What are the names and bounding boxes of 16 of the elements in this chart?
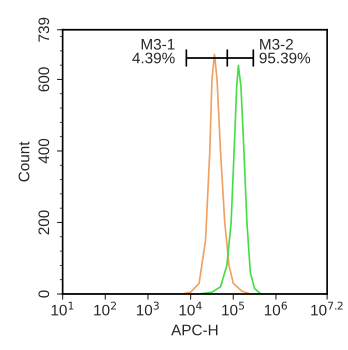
y-tick-label: 0 xyxy=(38,290,50,298)
x-tick-label: 10$^{4}$ xyxy=(180,302,202,316)
x-tick-label: 10$^{6}$ xyxy=(264,302,287,316)
y-tick-label: 600 xyxy=(38,67,50,92)
annotation: M3-2 95.39% xyxy=(260,38,310,64)
y-axis-title: Count xyxy=(18,142,30,182)
y-tick-label: 400 xyxy=(38,138,50,164)
x-axis-title: APC-H xyxy=(171,324,218,336)
x-tick-label: 10$^{3}$ xyxy=(136,302,159,316)
y-tick-label: 739 xyxy=(38,18,50,42)
x-tick-label: 10$^{5}$ xyxy=(222,302,244,316)
x-tick-label: 10$^{1}$ xyxy=(52,302,74,316)
annotation: M3-1 4.39% xyxy=(132,38,175,64)
y-tick-label: 200 xyxy=(38,210,50,234)
x-tick-label: 10$^{2}$ xyxy=(94,302,116,316)
x-tick-label: 10$^{7.2}$ xyxy=(311,302,343,316)
